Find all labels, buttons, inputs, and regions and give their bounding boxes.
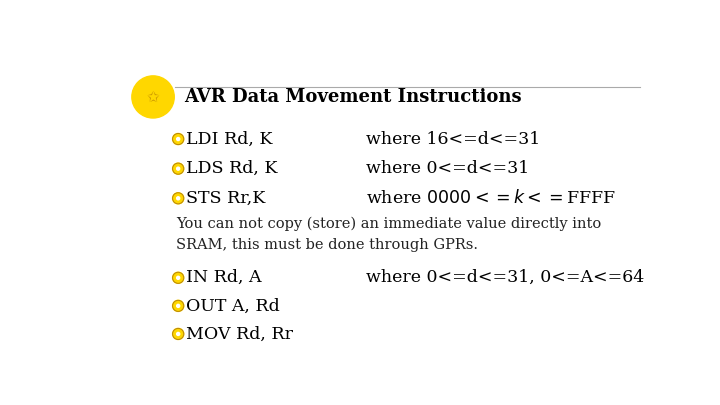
Ellipse shape xyxy=(173,272,184,284)
Text: where 0<=d<=31: where 0<=d<=31 xyxy=(366,160,529,177)
Ellipse shape xyxy=(176,304,180,307)
Text: ✩: ✩ xyxy=(147,90,159,104)
Text: AVR Data Movement Instructions: AVR Data Movement Instructions xyxy=(184,88,521,106)
Ellipse shape xyxy=(176,138,180,141)
Ellipse shape xyxy=(173,301,184,311)
Text: You can not copy (store) an immediate value directly into
SRAM, this must be don: You can not copy (store) an immediate va… xyxy=(176,217,602,252)
Text: where 16<=d<=31: where 16<=d<=31 xyxy=(366,130,541,147)
Text: MOV Rd, Rr: MOV Rd, Rr xyxy=(186,326,293,343)
Ellipse shape xyxy=(173,328,184,339)
Text: where 0<=d<=31, 0<=A<=64: where 0<=d<=31, 0<=A<=64 xyxy=(366,269,644,286)
Text: OUT A, Rd: OUT A, Rd xyxy=(186,297,280,314)
Text: LDI Rd, K: LDI Rd, K xyxy=(186,130,272,147)
Ellipse shape xyxy=(132,76,174,118)
Text: IN Rd, A: IN Rd, A xyxy=(186,269,261,286)
Ellipse shape xyxy=(173,193,184,204)
Text: where $0000<=k<=$FFFF: where $0000<=k<=$FFFF xyxy=(366,189,616,207)
Ellipse shape xyxy=(173,134,184,145)
Ellipse shape xyxy=(176,197,180,200)
Text: LDS Rd, K: LDS Rd, K xyxy=(186,160,277,177)
Ellipse shape xyxy=(173,163,184,174)
Ellipse shape xyxy=(176,333,180,335)
Ellipse shape xyxy=(176,276,180,279)
Ellipse shape xyxy=(176,167,180,170)
Text: STS Rr,K: STS Rr,K xyxy=(186,190,266,207)
